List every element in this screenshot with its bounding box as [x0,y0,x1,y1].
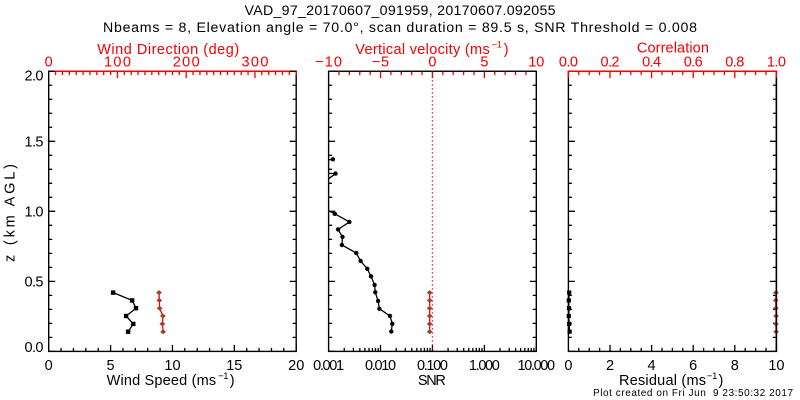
svg-text:): ) [230,373,235,389]
svg-text:0.100: 0.100 [417,358,448,374]
svg-text:Vertical velocity (ms: Vertical velocity (ms [355,42,489,58]
svg-text:20: 20 [288,358,304,374]
svg-text:SNR: SNR [418,373,446,389]
svg-text:0: 0 [428,55,436,71]
svg-text:0: 0 [564,358,572,374]
svg-text:0.5: 0.5 [25,274,44,290]
svg-text:0.2: 0.2 [601,55,620,71]
svg-text:0: 0 [45,55,53,71]
svg-text:−1: −1 [218,371,228,382]
svg-text:15: 15 [226,358,242,374]
svg-text:−1: −1 [707,371,718,382]
svg-text:0: 0 [45,358,53,374]
svg-text:10.000: 10.000 [518,358,556,374]
svg-text:VAD_97_20170607_091959, 201706: VAD_97_20170607_091959, 20170607.092055 [245,3,556,19]
svg-text:1.000: 1.000 [469,358,500,374]
svg-text:1.0: 1.0 [767,55,786,71]
svg-text:0.6: 0.6 [684,55,703,71]
svg-text:2: 2 [606,358,614,374]
svg-text:10: 10 [528,55,544,71]
svg-text:200: 200 [173,55,200,71]
svg-text:z (km AGL): z (km AGL) [3,164,19,262]
svg-text:1.0: 1.0 [25,204,44,220]
svg-text:10: 10 [164,358,180,374]
svg-text:): ) [719,373,724,389]
svg-text:−1: −1 [492,39,502,50]
svg-text:−5: −5 [372,55,389,71]
svg-text:10: 10 [768,358,784,374]
svg-text:−10: −10 [315,55,342,71]
svg-text:0.010: 0.010 [365,358,396,374]
svg-text:0.001: 0.001 [313,358,344,374]
svg-text:2.0: 2.0 [25,69,44,85]
svg-text:1.5: 1.5 [25,134,44,150]
svg-text:Nbeams = 8, Elevation angle =: Nbeams = 8, Elevation angle = 70.0°, sca… [103,20,697,36]
svg-text:100: 100 [104,55,131,71]
svg-text:300: 300 [241,55,268,71]
svg-text:Wind Speed (ms: Wind Speed (ms [107,373,217,389]
svg-text:6: 6 [689,358,697,374]
svg-text:0.8: 0.8 [725,55,744,71]
svg-text:4: 4 [648,358,656,374]
svg-text:0.0: 0.0 [25,340,44,356]
svg-text:Correlation: Correlation [637,41,709,57]
svg-text:Plot created on Fri Jun 9 23:: Plot created on Fri Jun 9 23:50:32 2017 [593,388,793,399]
svg-text:Residual (ms: Residual (ms [619,373,706,389]
svg-text:0.0: 0.0 [559,55,578,71]
svg-text:5: 5 [480,55,488,71]
svg-text:8: 8 [731,358,739,374]
svg-text:): ) [504,42,509,58]
svg-text:5: 5 [107,358,115,374]
svg-text:0.4: 0.4 [642,55,661,71]
svg-text:Wind Direction (deg): Wind Direction (deg) [97,42,239,58]
